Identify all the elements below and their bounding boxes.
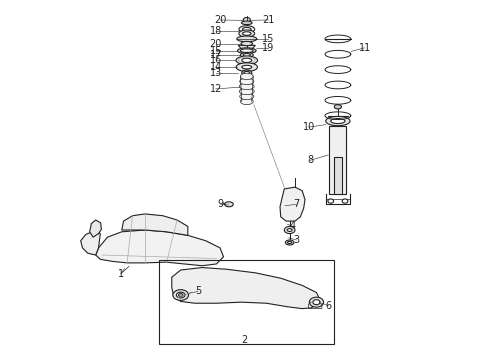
- Text: 12: 12: [210, 84, 222, 94]
- Ellipse shape: [241, 73, 253, 80]
- Ellipse shape: [173, 290, 189, 300]
- Ellipse shape: [237, 36, 257, 42]
- Text: 20: 20: [210, 39, 222, 49]
- Text: 11: 11: [359, 43, 371, 53]
- Ellipse shape: [242, 70, 252, 76]
- Ellipse shape: [334, 105, 342, 109]
- Ellipse shape: [239, 83, 254, 90]
- Polygon shape: [238, 45, 255, 49]
- Text: 5: 5: [195, 287, 201, 296]
- Text: 19: 19: [262, 43, 274, 53]
- Ellipse shape: [238, 48, 256, 54]
- Ellipse shape: [243, 18, 250, 22]
- Text: 18: 18: [210, 26, 222, 36]
- Text: 15: 15: [210, 46, 222, 56]
- Text: 14: 14: [210, 62, 222, 72]
- Text: 7: 7: [294, 199, 299, 209]
- Text: 9: 9: [218, 199, 224, 209]
- Polygon shape: [90, 220, 101, 237]
- Ellipse shape: [224, 202, 233, 207]
- Bar: [159, 260, 334, 344]
- Text: 1: 1: [118, 269, 124, 279]
- Text: 3: 3: [294, 235, 299, 245]
- Polygon shape: [96, 230, 223, 266]
- Ellipse shape: [239, 26, 255, 33]
- Ellipse shape: [236, 56, 258, 64]
- Text: 20: 20: [214, 15, 226, 25]
- Ellipse shape: [176, 292, 185, 298]
- Ellipse shape: [239, 30, 255, 37]
- Ellipse shape: [241, 53, 253, 58]
- Polygon shape: [280, 187, 305, 221]
- Polygon shape: [172, 267, 320, 309]
- Bar: [329, 126, 346, 194]
- Ellipse shape: [326, 116, 350, 126]
- Text: 16: 16: [210, 55, 222, 65]
- Ellipse shape: [331, 118, 345, 123]
- Polygon shape: [122, 214, 188, 235]
- Text: 15: 15: [262, 34, 274, 44]
- Text: 21: 21: [262, 15, 274, 25]
- Ellipse shape: [243, 54, 250, 57]
- Ellipse shape: [240, 78, 254, 85]
- Ellipse shape: [243, 27, 251, 31]
- Ellipse shape: [239, 88, 254, 95]
- Text: 8: 8: [307, 156, 313, 165]
- Ellipse shape: [241, 49, 253, 53]
- Ellipse shape: [242, 21, 252, 24]
- Ellipse shape: [313, 300, 320, 305]
- Ellipse shape: [342, 199, 348, 203]
- Ellipse shape: [236, 63, 258, 71]
- Text: 17: 17: [210, 50, 222, 60]
- Ellipse shape: [241, 41, 252, 46]
- Ellipse shape: [178, 294, 183, 296]
- Ellipse shape: [243, 32, 251, 35]
- Ellipse shape: [288, 242, 292, 244]
- Ellipse shape: [309, 297, 323, 307]
- Polygon shape: [81, 231, 100, 255]
- Ellipse shape: [244, 71, 249, 74]
- Text: 6: 6: [325, 301, 331, 311]
- Ellipse shape: [284, 226, 295, 234]
- Bar: [334, 157, 342, 194]
- Text: 4: 4: [290, 221, 296, 231]
- Text: 2: 2: [241, 335, 247, 345]
- Ellipse shape: [242, 58, 252, 63]
- Ellipse shape: [287, 229, 292, 231]
- Ellipse shape: [241, 98, 253, 105]
- Ellipse shape: [285, 240, 294, 245]
- Ellipse shape: [242, 65, 252, 69]
- Ellipse shape: [240, 93, 254, 100]
- Text: 10: 10: [302, 122, 315, 132]
- Text: 13: 13: [210, 68, 222, 78]
- Ellipse shape: [328, 199, 334, 203]
